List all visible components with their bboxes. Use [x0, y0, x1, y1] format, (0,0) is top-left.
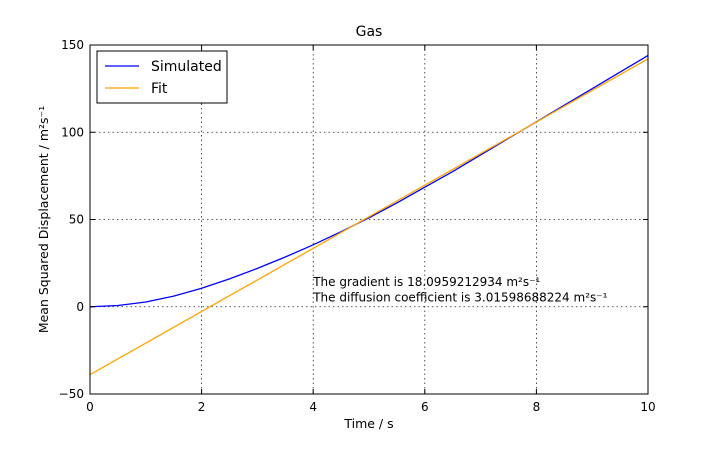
x-tick-label: 0: [86, 400, 94, 414]
x-axis-label: Time / s: [343, 416, 393, 431]
annotation-text: The gradient is 18.0959212934 m²s⁻¹: [312, 275, 540, 289]
y-tick-label: −50: [59, 387, 84, 401]
annotation-text: The diffusion coefficient is 3.015986882…: [312, 291, 607, 305]
legend-box: [96, 50, 228, 104]
grid: [90, 45, 648, 394]
y-axis-label: Mean Squared Displacement / m²s⁻¹: [36, 106, 51, 333]
x-tick-label: 2: [198, 400, 206, 414]
legend-label: Fit: [151, 81, 168, 97]
x-tick-label: 6: [421, 400, 429, 414]
y-tick-label: 50: [69, 213, 84, 227]
legend: Simulated Fit: [96, 50, 228, 104]
legend-label: Simulated: [151, 59, 222, 75]
chart-title: Gas: [356, 24, 383, 40]
y-tick-label: 0: [76, 300, 84, 314]
series-lines: [89, 54, 649, 376]
y-tick-label: 150: [61, 38, 84, 52]
annotations: The gradient is 18.0959212934 m²s⁻¹ The d…: [312, 275, 607, 305]
x-tick-label: 10: [640, 400, 655, 414]
x-tick-label: 8: [533, 400, 541, 414]
x-tick-label: 4: [309, 400, 317, 414]
series-line-simulated: [89, 54, 649, 308]
series-line-fit: [89, 58, 649, 376]
y-tick-label: 100: [61, 125, 84, 139]
